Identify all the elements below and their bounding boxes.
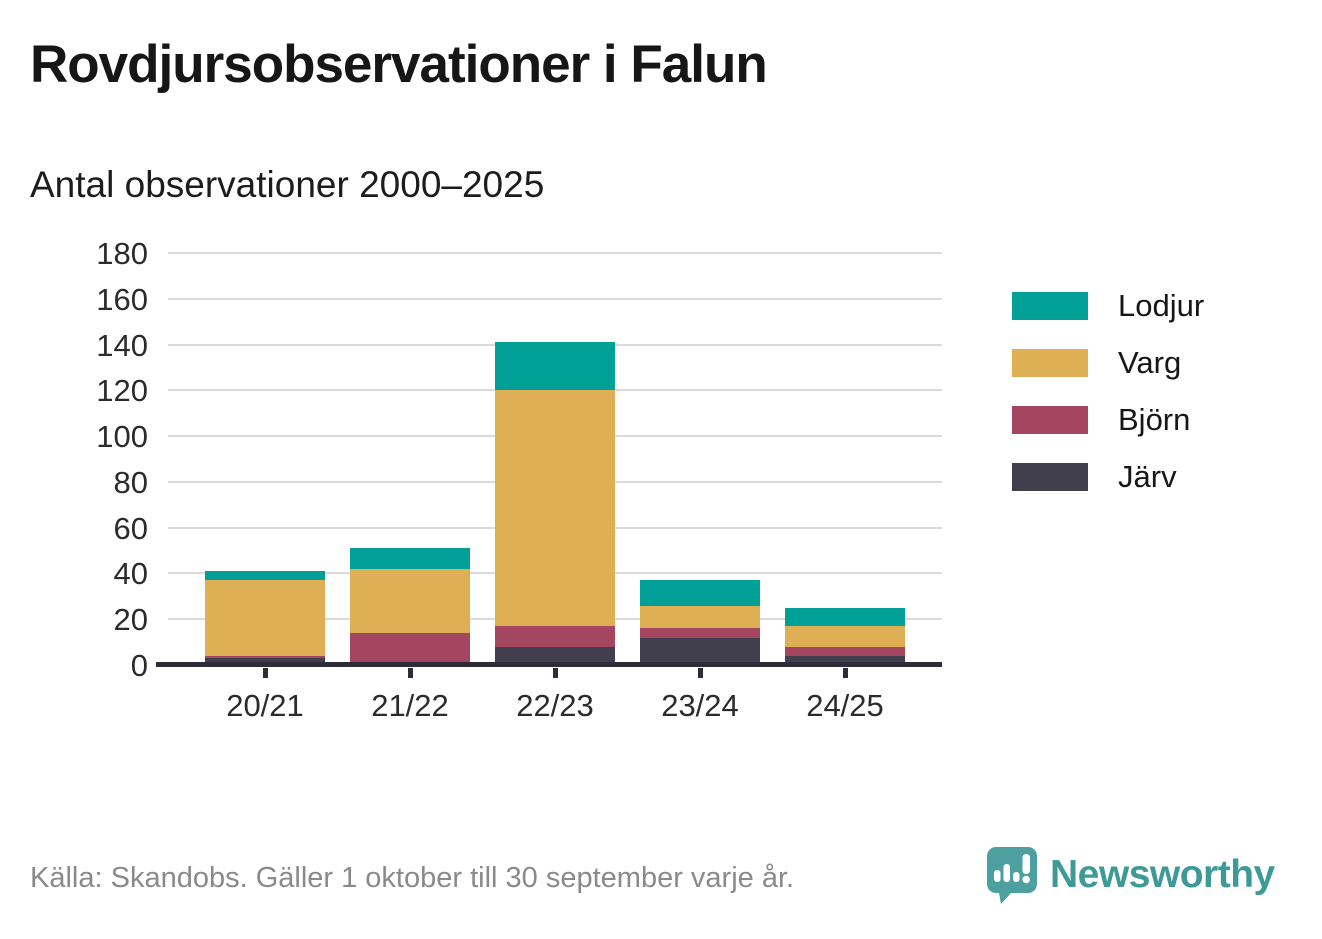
bar-segment-lodjur bbox=[350, 548, 470, 569]
y-tick-label-0: 0 bbox=[130, 648, 148, 683]
bar-segment-björn bbox=[640, 628, 760, 638]
bar-23-24 bbox=[640, 580, 760, 665]
y-tick-label-140: 140 bbox=[96, 327, 148, 363]
x-axis-line bbox=[156, 662, 942, 667]
y-tick-label-40: 40 bbox=[113, 556, 148, 592]
legend-item-björn: Björn bbox=[1012, 402, 1204, 437]
y-tick-label-120: 120 bbox=[96, 373, 148, 409]
x-tick bbox=[842, 668, 848, 678]
bar-segment-varg bbox=[205, 580, 325, 656]
y-tick-label-180: 180 bbox=[96, 236, 148, 271]
bar-segment-björn bbox=[785, 646, 905, 656]
bar-21-22 bbox=[350, 548, 470, 665]
y-tick-label-20: 20 bbox=[113, 602, 148, 638]
bar-segment-björn bbox=[495, 626, 615, 647]
newsworthy-speech-bubble-icon bbox=[987, 847, 1037, 904]
x-tick-label-24-25: 24/25 bbox=[806, 688, 884, 723]
bar-segment-varg bbox=[640, 605, 760, 629]
x-tick bbox=[697, 668, 703, 678]
bar-segment-järv bbox=[205, 658, 325, 665]
x-tick bbox=[552, 668, 558, 678]
legend-label-björn: Björn bbox=[1118, 402, 1191, 437]
x-tick-label-23-24: 23/24 bbox=[661, 688, 739, 723]
plot-area bbox=[156, 252, 942, 667]
bar-segment-björn bbox=[205, 655, 325, 659]
brand-logo: Newsworthy bbox=[984, 846, 1275, 904]
y-tick-label-100: 100 bbox=[96, 419, 148, 455]
legend-label-lodjur: Lodjur bbox=[1118, 288, 1205, 323]
legend-label-varg: Varg bbox=[1118, 345, 1182, 380]
legend-swatch-järv bbox=[1012, 463, 1088, 491]
legend-swatch-varg bbox=[1012, 349, 1088, 377]
legend-swatch-lodjur bbox=[1012, 292, 1088, 320]
bar-segment-järv bbox=[640, 637, 760, 665]
bar-segment-varg bbox=[785, 626, 905, 647]
bar-20-21 bbox=[205, 571, 325, 665]
legend-item-lodjur: Lodjur bbox=[1012, 288, 1204, 323]
y-tick-label-160: 160 bbox=[96, 281, 148, 317]
bar-segment-lodjur bbox=[785, 607, 905, 627]
legend-label-järv: Järv bbox=[1118, 459, 1177, 494]
bar-segment-björn bbox=[350, 632, 470, 665]
bar-segment-järv bbox=[495, 646, 615, 665]
legend-swatch-björn bbox=[1012, 406, 1088, 434]
bar-segment-varg bbox=[350, 568, 470, 633]
x-tick bbox=[262, 668, 268, 678]
chart-subtitle: Antal observationer 2000–2025 bbox=[30, 164, 545, 205]
gridline-180 bbox=[168, 252, 942, 254]
bar-segment-lodjur bbox=[495, 342, 615, 391]
bar-segment-lodjur bbox=[205, 571, 325, 581]
source-note: Källa: Skandobs. Gäller 1 oktober till 3… bbox=[30, 862, 795, 894]
bar-22-23 bbox=[495, 342, 615, 665]
chart-title: Rovdjursobservationer i Falun bbox=[30, 35, 768, 94]
y-tick-label-80: 80 bbox=[113, 464, 148, 500]
x-tick-label-22-23: 22/23 bbox=[516, 688, 594, 723]
y-tick-label-60: 60 bbox=[113, 510, 148, 546]
legend-item-järv: Järv bbox=[1012, 459, 1204, 494]
x-tick bbox=[407, 668, 413, 678]
x-tick-label-20-21: 20/21 bbox=[226, 688, 304, 723]
bar-segment-lodjur bbox=[640, 580, 760, 606]
gridline-160 bbox=[168, 297, 942, 300]
legend: Lodjur Varg Björn Järv bbox=[1012, 288, 1204, 520]
brand-name: Newsworthy bbox=[1050, 853, 1275, 896]
legend-item-varg: Varg bbox=[1012, 345, 1204, 380]
x-tick-label-21-22: 21/22 bbox=[371, 688, 449, 723]
bar-segment-varg bbox=[495, 390, 615, 627]
bar-24-25 bbox=[785, 607, 905, 665]
bar-segment-järv bbox=[785, 655, 905, 665]
